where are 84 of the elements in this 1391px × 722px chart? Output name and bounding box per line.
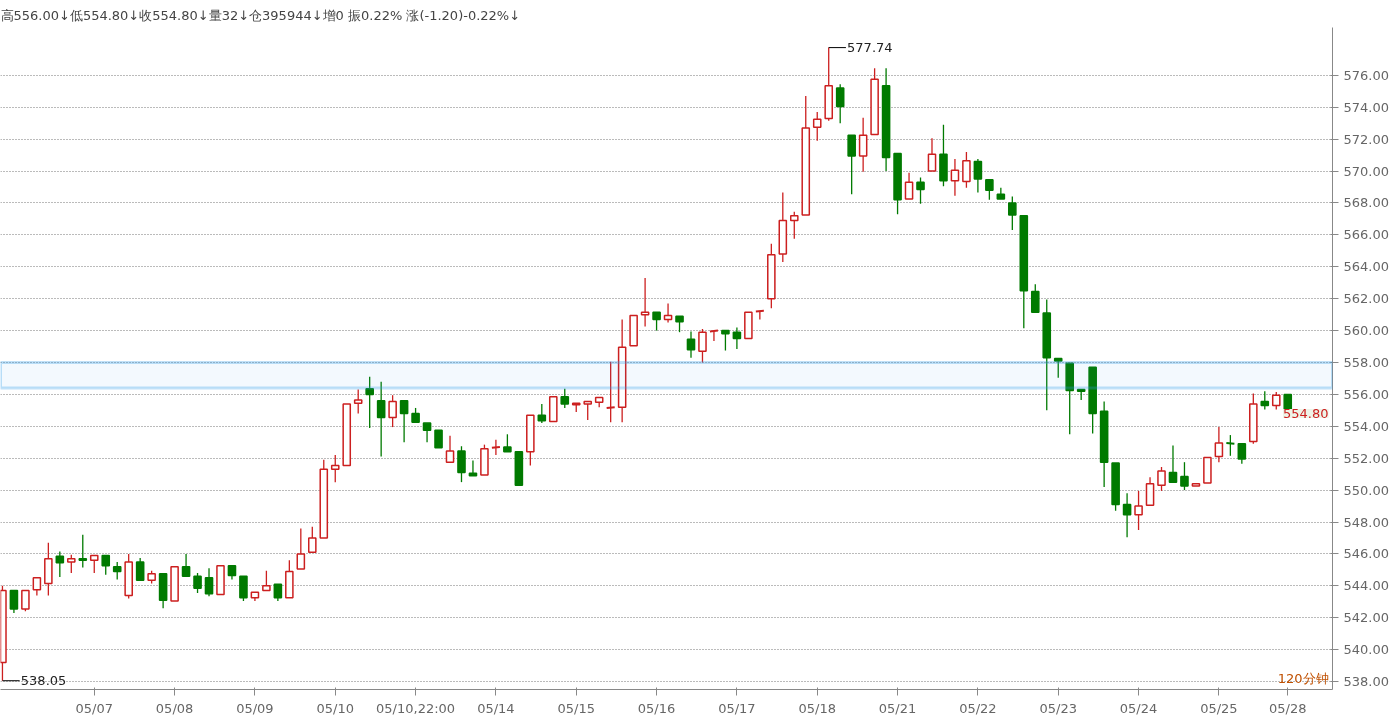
x-tick-label: 05/17 (718, 700, 756, 716)
candlestick (629, 314, 638, 347)
x-tick-label: 05/24 (1119, 700, 1158, 716)
x-tick-label: 05/25 (1200, 700, 1238, 716)
candlestick (1088, 366, 1097, 435)
candlestick (732, 326, 742, 350)
candlestick (170, 565, 179, 602)
y-tick-label: 562.00 (1343, 291, 1389, 307)
x-tick-label: 05/22 (959, 700, 997, 716)
y-tick-label: 566.00 (1343, 227, 1389, 243)
candlestick (881, 67, 891, 172)
y-tick-label: 550.00 (1343, 482, 1389, 498)
y-tick-label: 544.00 (1343, 578, 1389, 594)
y-tick-label: 568.00 (1343, 195, 1389, 211)
candlestick (227, 565, 237, 581)
candlestick (973, 158, 983, 194)
annotation: 577.74 (847, 40, 893, 56)
x-tick-label: 05/07 (75, 700, 113, 716)
candlestick (342, 403, 352, 467)
y-tick-label: 558.00 (1343, 354, 1389, 370)
candlestick (1168, 444, 1178, 483)
annotation: 554.80 (1283, 406, 1329, 422)
candlestick (1214, 426, 1224, 463)
x-tick-label: 05/10,22:00 (376, 700, 456, 716)
candlestick (376, 380, 386, 458)
candlestick (1145, 476, 1155, 507)
x-tick-label: 05/16 (637, 700, 676, 716)
y-tick-label: 570.00 (1343, 163, 1389, 179)
y-tick-label: 556.00 (1343, 386, 1389, 402)
candlestick (181, 553, 191, 577)
y-tick-label: 538.00 (1343, 674, 1389, 690)
candlestick (744, 311, 753, 340)
candlestick (1099, 400, 1109, 488)
y-tick-label: 576.00 (1343, 67, 1389, 83)
candlestick (617, 318, 627, 423)
x-tick-label: 05/28 (1269, 700, 1307, 716)
candlestick (273, 583, 283, 602)
candlestick (1191, 482, 1201, 487)
candlestick (858, 116, 868, 173)
y-tick-label: 574.00 (1343, 99, 1389, 115)
y-tick-label: 548.00 (1343, 514, 1389, 530)
candlestick (548, 396, 558, 423)
candlestick (927, 137, 937, 172)
y-tick-label: 552.00 (1343, 450, 1389, 466)
y-tick-label: 560.00 (1343, 323, 1389, 339)
candlestick (754, 309, 765, 321)
y-tick-label: 540.00 (1343, 642, 1389, 658)
candlestick (32, 577, 42, 597)
candlestick (1203, 456, 1212, 484)
x-tick-label: 05/09 (236, 700, 274, 716)
y-tick-label: 546.00 (1343, 546, 1389, 562)
candlestick (490, 439, 501, 456)
y-tick-label: 554.00 (1343, 418, 1389, 434)
x-tick-label: 05/23 (1039, 700, 1077, 716)
x-tick-label: 05/08 (155, 700, 194, 716)
candlestick (250, 591, 260, 602)
y-tick-label: 572.00 (1343, 131, 1389, 147)
candlestick (399, 400, 409, 443)
x-tick-label: 05/10 (316, 700, 354, 716)
candlestick (434, 429, 443, 449)
candlestick (445, 435, 455, 463)
annotation: 538.05 (20, 673, 67, 689)
y-tick-label: 542.00 (1343, 610, 1389, 626)
candlestick (216, 565, 225, 596)
x-tick-label: 05/18 (798, 700, 836, 716)
candlestick (1122, 492, 1132, 538)
candlestick (296, 527, 306, 570)
candlestick (9, 589, 19, 614)
annotation: 120分钟 (1277, 670, 1329, 686)
x-tick-label: 05/14 (477, 700, 515, 716)
candlestick (1019, 214, 1029, 329)
y-tick-label: 564.00 (1343, 259, 1389, 275)
candlestick (422, 422, 432, 443)
candlestick (904, 172, 914, 200)
candlestick (801, 95, 811, 216)
candlestick (708, 329, 719, 342)
chart-title: 高556.00↓低554.80↓收554.80↓量32↓仓395944↓增0 振0.22% 涨(-1.20)-0.22%↓ (0, 7, 521, 23)
x-tick-label: 05/15 (557, 700, 595, 716)
candlestick (640, 277, 650, 328)
candlestick (158, 573, 168, 609)
candlestick (514, 451, 524, 487)
candlestick (1065, 362, 1075, 435)
x-tick-label: 05/21 (878, 700, 917, 716)
candlestick (847, 134, 856, 195)
